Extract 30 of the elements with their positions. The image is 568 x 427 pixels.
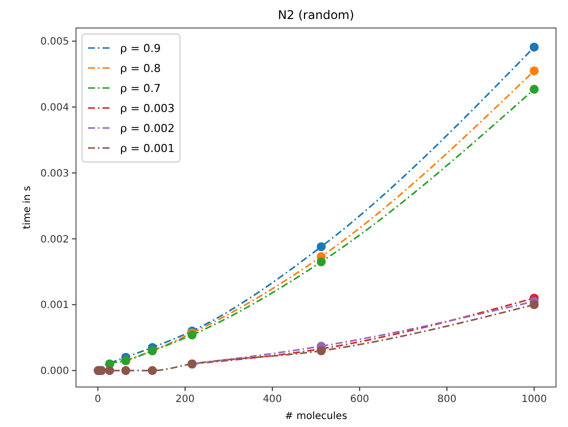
point (530, 66, 539, 76)
point (105, 366, 114, 376)
point (530, 42, 539, 52)
legend-label: ρ = 0.002 (120, 122, 175, 135)
y-tick-label: 0.001 (40, 300, 69, 312)
x-tick-label: 400 (262, 394, 282, 405)
y-axis-title: time in s (22, 186, 33, 230)
x-tick-label: 0 (94, 394, 102, 405)
x-tick-label: 200 (176, 394, 195, 405)
x-tick-label: 1000 (521, 394, 547, 405)
point (148, 366, 157, 376)
chart-title: N2 (random) (278, 8, 354, 22)
y-tick-label: 0.004 (40, 102, 69, 114)
x-tick-label: 800 (437, 394, 456, 405)
x-axis-title: # molecules (284, 411, 348, 422)
point (530, 84, 539, 94)
legend-label: ρ = 0.001 (120, 142, 175, 155)
y-tick-label: 0.002 (40, 234, 69, 246)
legend-label: ρ = 0.8 (120, 62, 161, 75)
legend-label: ρ = 0.7 (120, 82, 161, 95)
point (121, 366, 130, 376)
point (530, 300, 539, 310)
point (316, 242, 326, 252)
legend-label: ρ = 0.003 (120, 102, 175, 115)
y-tick-label: 0.005 (40, 36, 69, 48)
y-tick-label: 0.003 (40, 168, 69, 180)
y-tick-label: 0.000 (40, 366, 69, 378)
legend-label: ρ = 0.9 (120, 42, 161, 55)
point (316, 257, 326, 266)
x-tick-label: 600 (350, 394, 370, 405)
